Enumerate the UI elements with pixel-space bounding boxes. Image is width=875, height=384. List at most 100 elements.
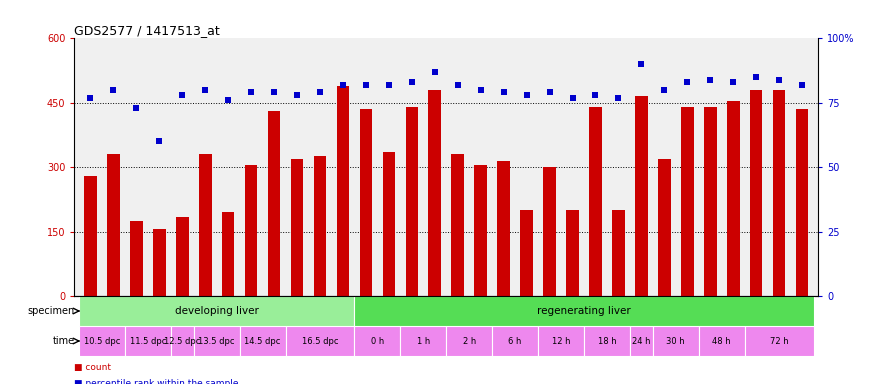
- Bar: [79, 326, 125, 356]
- Bar: [497, 161, 510, 296]
- Bar: [354, 326, 401, 356]
- Point: [680, 79, 694, 85]
- Bar: [566, 210, 579, 296]
- Bar: [337, 86, 349, 296]
- Text: 16.5 dpc: 16.5 dpc: [302, 336, 339, 346]
- Bar: [521, 210, 533, 296]
- Text: 12 h: 12 h: [552, 336, 570, 346]
- Bar: [313, 156, 326, 296]
- Point: [359, 82, 373, 88]
- Text: 2 h: 2 h: [463, 336, 476, 346]
- Bar: [107, 154, 120, 296]
- Bar: [429, 90, 441, 296]
- Bar: [635, 96, 648, 296]
- Point: [428, 69, 442, 75]
- Point: [612, 94, 626, 101]
- Point: [634, 61, 648, 67]
- Bar: [130, 221, 143, 296]
- Text: specimen: specimen: [28, 306, 75, 316]
- Bar: [653, 326, 699, 356]
- Bar: [704, 107, 717, 296]
- Point: [473, 87, 487, 93]
- Text: 18 h: 18 h: [598, 336, 616, 346]
- Bar: [193, 326, 240, 356]
- Text: time: time: [52, 336, 75, 346]
- Text: 30 h: 30 h: [667, 336, 685, 346]
- Text: 1 h: 1 h: [416, 336, 430, 346]
- Text: 72 h: 72 h: [770, 336, 788, 346]
- Point: [520, 92, 534, 98]
- Text: GDS2577 / 1417513_at: GDS2577 / 1417513_at: [74, 24, 220, 37]
- Point: [336, 82, 350, 88]
- Point: [772, 76, 786, 83]
- Point: [497, 89, 511, 96]
- Bar: [795, 109, 808, 296]
- Text: 14.5 dpc: 14.5 dpc: [244, 336, 281, 346]
- Bar: [492, 326, 538, 356]
- Point: [199, 87, 213, 93]
- Bar: [658, 159, 670, 296]
- Text: 13.5 dpc: 13.5 dpc: [199, 336, 235, 346]
- Point: [589, 92, 603, 98]
- Bar: [125, 326, 171, 356]
- Text: 48 h: 48 h: [712, 336, 731, 346]
- Point: [267, 89, 281, 96]
- Bar: [84, 176, 97, 296]
- Bar: [240, 326, 285, 356]
- Point: [130, 105, 144, 111]
- Bar: [773, 90, 786, 296]
- Bar: [290, 159, 304, 296]
- Point: [405, 79, 419, 85]
- Bar: [584, 326, 630, 356]
- Point: [657, 87, 671, 93]
- Point: [152, 138, 166, 144]
- Text: 11.5 dpc: 11.5 dpc: [130, 336, 166, 346]
- Bar: [745, 326, 814, 356]
- Text: developing liver: developing liver: [175, 306, 259, 316]
- Bar: [401, 326, 446, 356]
- Bar: [446, 326, 492, 356]
- Bar: [268, 111, 280, 296]
- Bar: [681, 107, 694, 296]
- Bar: [199, 154, 212, 296]
- Bar: [538, 326, 584, 356]
- Point: [749, 74, 763, 80]
- Bar: [750, 90, 762, 296]
- Point: [726, 79, 740, 85]
- Point: [175, 92, 189, 98]
- Bar: [354, 296, 814, 326]
- Bar: [285, 326, 354, 356]
- Bar: [452, 154, 464, 296]
- Text: 0 h: 0 h: [371, 336, 384, 346]
- Point: [107, 87, 121, 93]
- Bar: [171, 326, 193, 356]
- Text: ■ percentile rank within the sample: ■ percentile rank within the sample: [74, 379, 239, 384]
- Point: [244, 89, 258, 96]
- Text: 12.5 dpc: 12.5 dpc: [164, 336, 200, 346]
- Bar: [589, 107, 602, 296]
- Point: [795, 82, 809, 88]
- Text: 6 h: 6 h: [508, 336, 522, 346]
- Text: regenerating liver: regenerating liver: [537, 306, 631, 316]
- Text: 10.5 dpc: 10.5 dpc: [84, 336, 120, 346]
- Bar: [727, 101, 739, 296]
- Bar: [245, 165, 257, 296]
- Bar: [360, 109, 372, 296]
- Point: [565, 94, 579, 101]
- Bar: [153, 230, 165, 296]
- Bar: [382, 152, 396, 296]
- Point: [542, 89, 556, 96]
- Point: [704, 76, 717, 83]
- Bar: [176, 217, 189, 296]
- Bar: [699, 326, 745, 356]
- Point: [83, 94, 97, 101]
- Point: [313, 89, 327, 96]
- Point: [382, 82, 396, 88]
- Bar: [612, 210, 625, 296]
- Text: 24 h: 24 h: [632, 336, 651, 346]
- Point: [290, 92, 304, 98]
- Bar: [79, 296, 354, 326]
- Bar: [630, 326, 653, 356]
- Point: [221, 97, 235, 103]
- Bar: [543, 167, 556, 296]
